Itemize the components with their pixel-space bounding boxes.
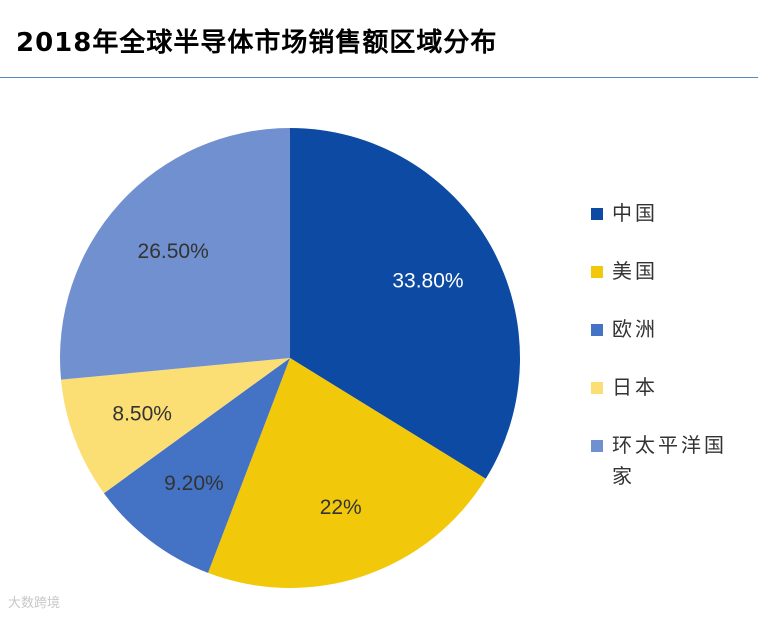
legend-label: 中国	[612, 201, 658, 225]
legend-label: 美国	[612, 259, 658, 283]
legend-item: 欧洲	[591, 314, 741, 345]
legend-swatch	[591, 208, 603, 220]
title-divider	[0, 77, 758, 78]
legend-label: 日本	[612, 375, 658, 399]
legend-swatch	[591, 382, 603, 394]
slice-value-label: 26.50%	[138, 240, 209, 263]
legend-swatch	[591, 440, 603, 452]
slice-value-label: 22%	[320, 496, 362, 519]
slice-value-label: 8.50%	[112, 402, 172, 425]
legend-item: 中国	[591, 198, 741, 229]
legend-item: 环太平洋国家	[591, 430, 741, 492]
legend-item: 日本	[591, 372, 741, 403]
legend-swatch	[591, 266, 603, 278]
pie-slice	[208, 358, 486, 588]
slice-value-label: 9.20%	[164, 472, 224, 495]
pie-slice	[103, 358, 291, 573]
legend-item: 美国	[591, 256, 741, 287]
chart-title: 2018年全球半导体市场销售额区域分布	[16, 28, 498, 58]
legend-label: 环太平洋国家	[612, 433, 727, 488]
pie-slices	[60, 128, 520, 588]
chart-legend: 中国美国欧洲日本环太平洋国家	[591, 198, 741, 519]
slice-value-label: 33.80%	[392, 270, 463, 293]
watermark: 大数跨境	[8, 596, 61, 611]
pie-data-labels: 33.80% 22% 9.20% 8.50% 26.50%	[112, 240, 463, 519]
pie-slice	[290, 128, 520, 479]
pie-slice	[60, 128, 291, 380]
legend-label: 欧洲	[612, 317, 658, 341]
legend-swatch	[591, 324, 603, 336]
pie-slice	[61, 358, 290, 494]
